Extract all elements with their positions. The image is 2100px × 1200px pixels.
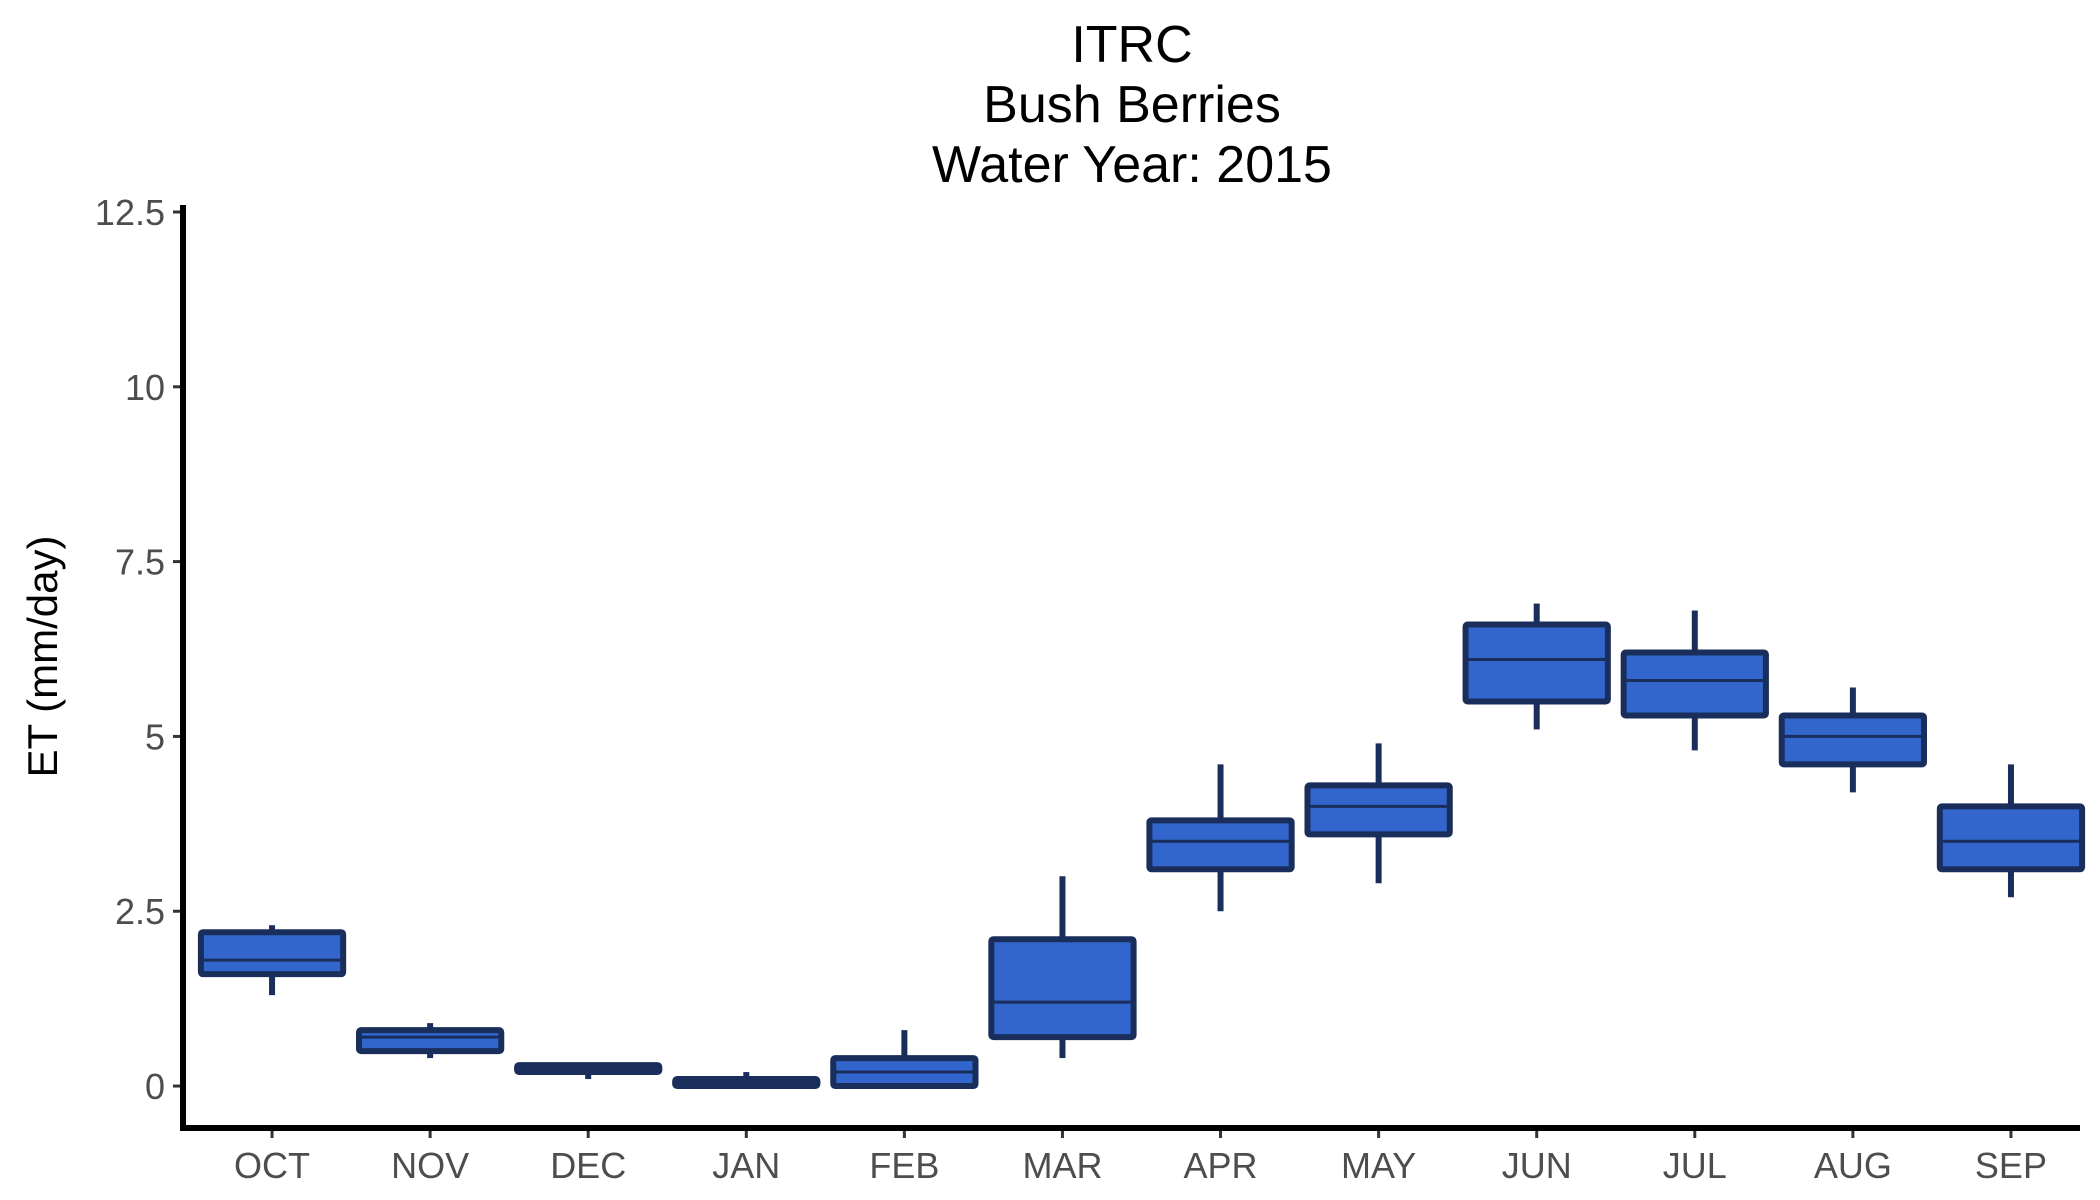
box-series [197, 603, 2086, 1090]
x-tick-label: SEP [1975, 1145, 2047, 1186]
box-aug [1778, 687, 1928, 793]
y-tick-label: 12.5 [95, 192, 165, 233]
x-tick-label: JUN [1502, 1145, 1572, 1186]
y-axis-label-group: ET (mm/day) [19, 536, 66, 778]
box-body [1936, 803, 2086, 873]
box-body [1146, 817, 1295, 873]
x-tick-label: DEC [550, 1145, 626, 1186]
chart-title-line: ITRC [1071, 16, 1192, 74]
x-tick-label: AUG [1814, 1145, 1892, 1186]
box-dec [514, 1062, 663, 1080]
box-body [355, 1027, 505, 1055]
box-body [1304, 782, 1453, 838]
box-sep [1936, 764, 2086, 898]
x-axis-ticks: OCT NOV DEC JAN FEB MAR APR MAY JUN JUL AUG SEP [234, 1128, 2047, 1186]
y-tick-label: 5 [145, 716, 165, 757]
x-tick-label: JAN [712, 1145, 780, 1186]
box-jul [1620, 610, 1769, 751]
y-tick-label: 10 [125, 367, 165, 408]
y-tick-label: 7.5 [115, 542, 165, 583]
y-tick-label: 2.5 [115, 891, 165, 932]
box-body [1462, 621, 1611, 705]
x-tick-label: FEB [869, 1145, 939, 1186]
box-body [1778, 712, 1928, 768]
box-body [197, 929, 347, 978]
box-nov [355, 1023, 505, 1059]
x-tick-label: APR [1184, 1145, 1258, 1186]
y-axis-label: ET (mm/day) [19, 536, 66, 778]
x-tick-label: OCT [234, 1145, 310, 1186]
box-oct [197, 925, 347, 996]
box-body [988, 936, 1137, 1041]
box-may [1304, 743, 1453, 884]
axes [180, 205, 2080, 1131]
box-jun [1462, 603, 1611, 730]
chart-title-line: Bush Berries [983, 76, 1281, 134]
x-tick-label: NOV [391, 1145, 469, 1186]
box-feb [830, 1030, 979, 1090]
y-tick-label: 0 [145, 1066, 165, 1107]
x-tick-label: JUL [1663, 1145, 1727, 1186]
box-body [1620, 649, 1769, 719]
box-mar [988, 876, 1137, 1059]
x-tick-label: MAY [1341, 1145, 1416, 1186]
box-apr [1146, 764, 1295, 912]
box-jan [672, 1072, 821, 1090]
chart-title-line: Water Year: 2015 [932, 136, 1332, 194]
x-tick-label: MAR [1022, 1145, 1102, 1186]
y-axis-ticks: 0 2.5 5 7.5 10 12.5 [95, 192, 183, 1107]
